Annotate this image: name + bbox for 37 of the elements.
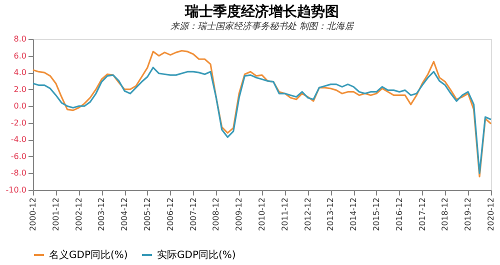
x-tick-label: 2008-12: [212, 198, 221, 231]
chart-subtitle: 来源：瑞士国家经济事务秘书处 制图：北海居: [170, 21, 354, 32]
legend-label: 实际GDP同比(%): [157, 249, 236, 261]
x-tick-label: 2005-12: [142, 198, 152, 231]
line-series: [32, 66, 492, 174]
x-tick-label: 2020-12: [486, 198, 496, 231]
x-tick-label: 2001-12: [51, 198, 60, 231]
y-tick-label: 6.0: [14, 51, 26, 60]
y-tick-label: 8.0: [14, 34, 26, 44]
y-tick-label: -6.0: [10, 152, 26, 161]
x-tick-label: 2009-12: [234, 198, 244, 231]
x-tick-label: 2007-12: [188, 198, 198, 231]
x-tick-label: 2017-12: [418, 198, 427, 231]
y-tick-label: 2.0: [14, 84, 26, 94]
x-tick-label: 2010-12: [257, 198, 266, 231]
x-tick-label: 2018-12: [440, 198, 450, 231]
x-tick-label: 2002-12: [74, 198, 84, 231]
x-tick-label: 2003-12: [97, 198, 106, 231]
x-tick-label: 2011-12: [280, 198, 290, 231]
x-tick-label: 2006-12: [166, 198, 175, 231]
line-series: [32, 50, 492, 178]
chart-title: 瑞士季度经济增长趋势图: [184, 3, 339, 20]
y-tick-label: -2.0: [10, 118, 26, 128]
x-tick-label: 2000-12: [28, 198, 38, 231]
x-tick-label: 2004-12: [120, 198, 130, 231]
x-tick-label: 2015-12: [372, 198, 381, 231]
y-tick-label: -4.0: [10, 135, 26, 144]
x-tick-label: 2016-12: [394, 198, 404, 231]
x-tick-label: 2012-12: [303, 198, 312, 231]
y-tick-label: 0.0: [14, 102, 26, 111]
x-tick-label: 2014-12: [349, 198, 358, 231]
legend-label: 名义GDP同比(%): [49, 249, 128, 261]
x-tick-label: 2013-12: [326, 198, 336, 231]
x-tick-label: 2019-12: [464, 198, 473, 231]
y-tick-label: -10.0: [6, 186, 26, 194]
y-tick-label: -8.0: [10, 168, 26, 178]
y-tick-label: 4.0: [14, 68, 26, 78]
